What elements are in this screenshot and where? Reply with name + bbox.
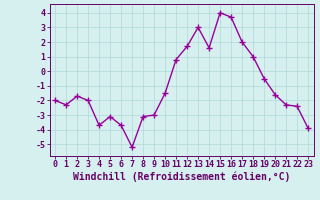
X-axis label: Windchill (Refroidissement éolien,°C): Windchill (Refroidissement éolien,°C) <box>73 172 290 182</box>
